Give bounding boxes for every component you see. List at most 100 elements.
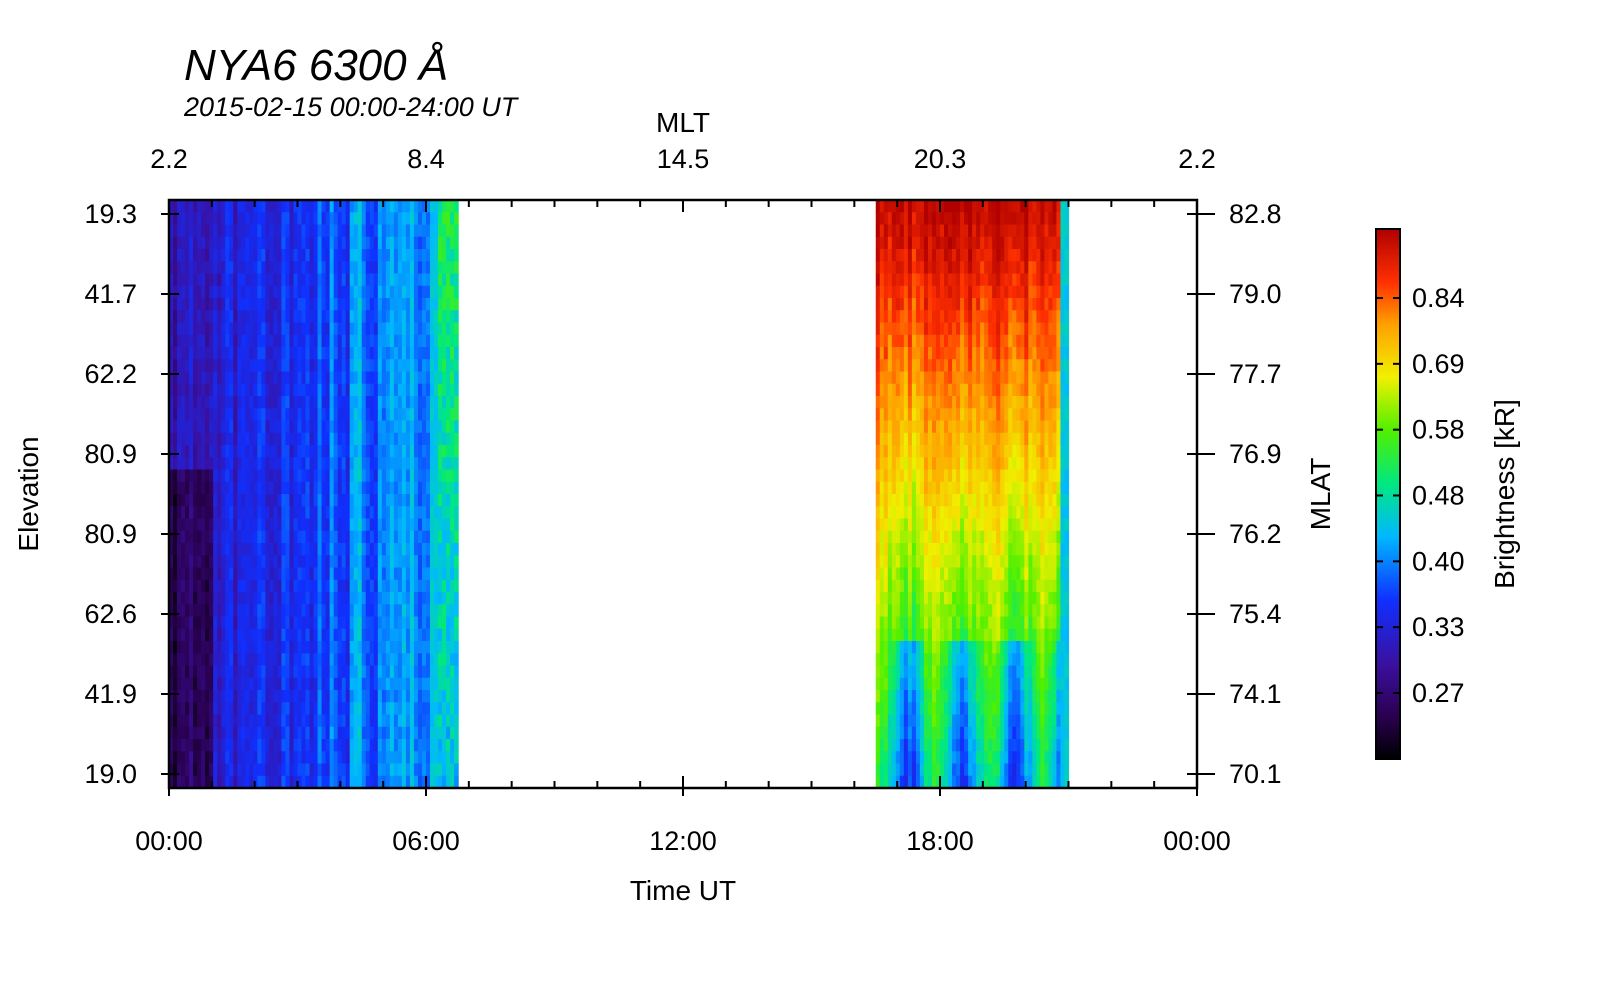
heatmap-cell — [257, 702, 262, 716]
heatmap-cell — [923, 726, 929, 740]
heatmap-cell — [442, 665, 447, 679]
heatmap-cell — [357, 763, 363, 777]
heatmap-cell — [923, 579, 929, 593]
heatmap-cell — [389, 628, 395, 642]
heatmap-cell — [980, 739, 985, 752]
heatmap-cell — [426, 494, 431, 507]
heatmap-cell — [333, 641, 339, 654]
heatmap-cell — [193, 212, 198, 226]
heatmap-cell — [984, 530, 989, 544]
heatmap-cell — [269, 347, 275, 360]
heatmap-cell — [935, 310, 941, 324]
heatmap-cell — [329, 481, 335, 495]
heatmap-cell — [177, 347, 182, 360]
heatmap-cell — [940, 236, 945, 250]
heatmap-cell — [277, 261, 283, 275]
heatmap-cell — [205, 236, 210, 250]
heatmap-cell — [907, 592, 913, 605]
heatmap-cell — [923, 432, 929, 446]
heatmap-cell — [181, 347, 186, 360]
heatmap-cell — [996, 298, 1001, 311]
heatmap-cell — [357, 273, 363, 287]
heatmap-cell — [940, 420, 945, 434]
heatmap-cell — [417, 763, 423, 777]
heatmap-cell — [249, 555, 254, 569]
heatmap-cell — [309, 432, 315, 446]
heatmap-cell — [169, 285, 174, 299]
heatmap-cell — [972, 359, 977, 373]
heatmap-cell — [968, 739, 973, 752]
heatmap-cell — [976, 702, 981, 716]
heatmap-cell — [1000, 592, 1005, 605]
heatmap-cell — [887, 506, 893, 520]
heatmap-cell — [329, 518, 335, 532]
heatmap-cell — [393, 641, 399, 654]
heatmap-cell — [899, 224, 905, 238]
heatmap-cell — [201, 249, 206, 262]
heatmap-cell — [233, 420, 238, 434]
heatmap-cell — [907, 310, 913, 324]
heatmap-cell — [903, 481, 909, 495]
heatmap-cell — [887, 775, 893, 788]
heatmap-cell — [189, 775, 194, 788]
heatmap-cell — [454, 334, 459, 348]
heatmap-cell — [980, 628, 985, 642]
heatmap-cell — [377, 592, 383, 605]
heatmap-cell — [265, 775, 270, 788]
heatmap-cell — [229, 236, 234, 250]
heatmap-cell — [381, 592, 387, 605]
heatmap-cell — [209, 543, 214, 556]
heatmap-cell — [923, 334, 929, 348]
heatmap-cell — [903, 592, 909, 605]
heatmap-cell — [389, 408, 395, 422]
heatmap-cell — [333, 420, 339, 434]
heatmap-cell — [281, 285, 287, 299]
heatmap-cell — [297, 616, 303, 630]
heatmap-cell — [940, 383, 945, 397]
heatmap-cell — [421, 751, 427, 765]
heatmap-cell — [257, 739, 262, 752]
heatmap-cell — [996, 518, 1001, 532]
heatmap-cell — [233, 579, 238, 593]
heatmap-cell — [992, 383, 997, 397]
heatmap-cell — [454, 298, 459, 311]
heatmap-cell — [996, 592, 1001, 605]
heatmap-cell — [185, 469, 190, 483]
heatmap-cell — [883, 518, 889, 532]
heatmap-cell — [972, 481, 977, 495]
heatmap-cell — [301, 481, 307, 495]
heatmap-cell — [984, 457, 989, 471]
heatmap-cell — [879, 298, 885, 311]
heatmap-cell — [931, 396, 937, 409]
heatmap-cell — [911, 604, 917, 618]
heatmap-cell — [931, 579, 937, 593]
heatmap-cell — [875, 200, 881, 213]
heatmap-cell — [229, 543, 234, 556]
heatmap-cell — [341, 775, 347, 788]
heatmap-cell — [899, 310, 905, 324]
heatmap-cell — [317, 285, 323, 299]
heatmap-cell — [297, 481, 303, 495]
heatmap-cell — [197, 334, 202, 348]
heatmap-cell — [345, 359, 351, 373]
heatmap-cell — [964, 432, 969, 446]
heatmap-cell — [265, 653, 270, 667]
heatmap-cell — [213, 347, 218, 360]
heatmap-cell — [1000, 273, 1005, 287]
heatmap-cell — [964, 702, 969, 716]
heatmap-cell — [438, 518, 443, 532]
heatmap-cell — [988, 383, 993, 397]
heatmap-cell — [919, 481, 925, 495]
heatmap-cell — [361, 641, 367, 654]
heatmap-cell — [197, 628, 202, 642]
heatmap-cell — [919, 469, 925, 483]
heatmap-cell — [281, 249, 287, 262]
heatmap-cell — [209, 224, 214, 238]
heatmap-cell — [369, 763, 375, 777]
heatmap-cell — [185, 298, 190, 311]
heatmap-cell — [329, 359, 335, 373]
heatmap-cell — [895, 249, 901, 262]
heatmap-cell — [225, 408, 230, 422]
heatmap-cell — [891, 261, 897, 275]
heatmap-cell — [948, 420, 953, 434]
